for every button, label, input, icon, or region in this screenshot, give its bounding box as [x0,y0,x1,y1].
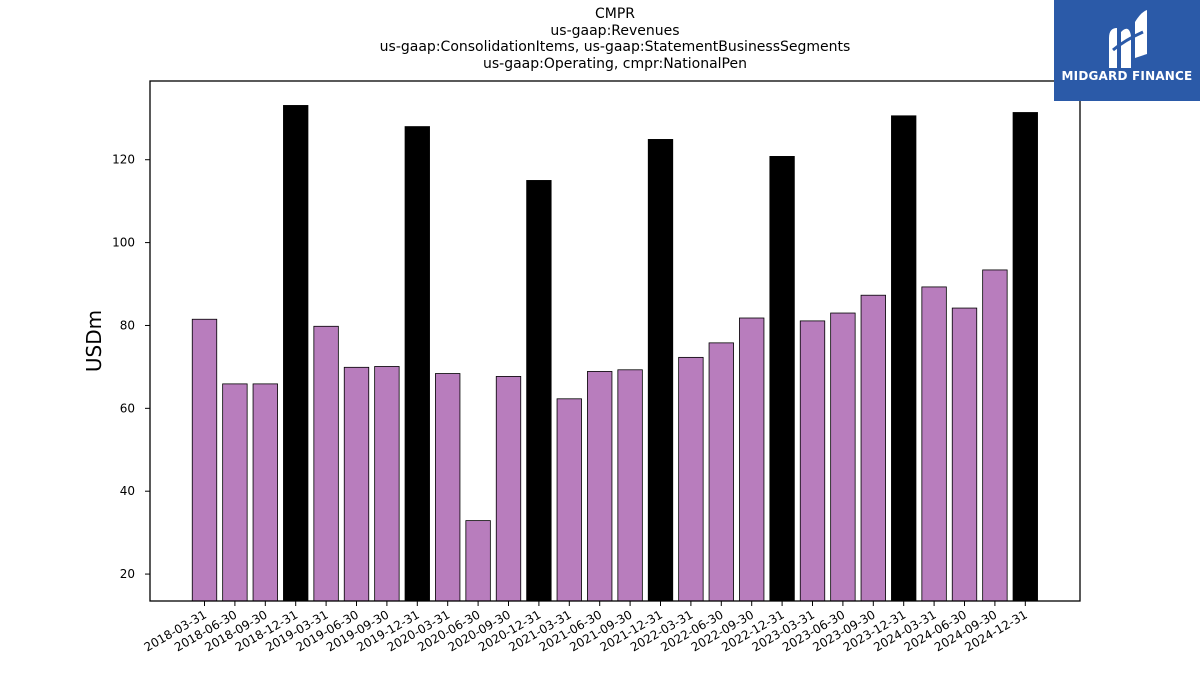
midgard-finance-logo: MIDGARD FINANCE [1054,0,1200,101]
y-tick-label: 80 [120,318,135,332]
y-tick-label: 120 [112,153,135,167]
bar [587,371,613,602]
bar [465,520,491,602]
bar [222,383,248,602]
bar [647,139,674,602]
bar [951,307,978,602]
bar [799,320,826,602]
bar [283,105,309,602]
bar [374,366,400,602]
bar [678,356,704,602]
bar [1012,112,1038,602]
bar [769,156,795,602]
bar [860,294,886,602]
bar [739,317,765,602]
chart-title-line: us-gaap:ConsolidationItems, us-gaap:Stat… [379,39,851,55]
bar [830,312,856,602]
bar [191,318,218,602]
x-axis: 2018-03-312018-06-302018-09-302018-12-31… [142,601,1030,654]
bar [921,286,947,602]
bar [708,342,734,602]
y-axis: 20 40 60 80 100 120 [112,153,150,581]
bar [617,369,643,602]
chart-title: CMPR us-gaap:Revenues us-gaap:Consolidat… [150,6,1080,72]
bar [404,126,430,602]
bar [435,373,461,602]
y-tick-label: 40 [120,484,135,498]
bar-series [191,105,1038,602]
bar [982,269,1008,602]
bar [252,383,278,602]
bar [495,376,522,602]
bar [526,180,552,602]
bar [556,398,582,602]
chart-title-line: CMPR [594,6,636,22]
y-tick-label: 100 [112,236,135,250]
y-axis-label: USDm [82,310,106,372]
chart-title-line: us-gaap:Revenues [550,22,680,39]
bar [313,325,339,602]
bar [891,115,917,602]
plot-frame [149,80,1081,602]
y-tick-label: 20 [120,567,135,581]
y-tick-label: 60 [120,401,135,415]
chart-title-line: us-gaap:Operating, cmpr:NationalPen [483,55,747,72]
midgard-m-icon [1109,10,1147,68]
logo-text: MIDGARD FINANCE [1061,69,1193,83]
bar [343,366,370,602]
